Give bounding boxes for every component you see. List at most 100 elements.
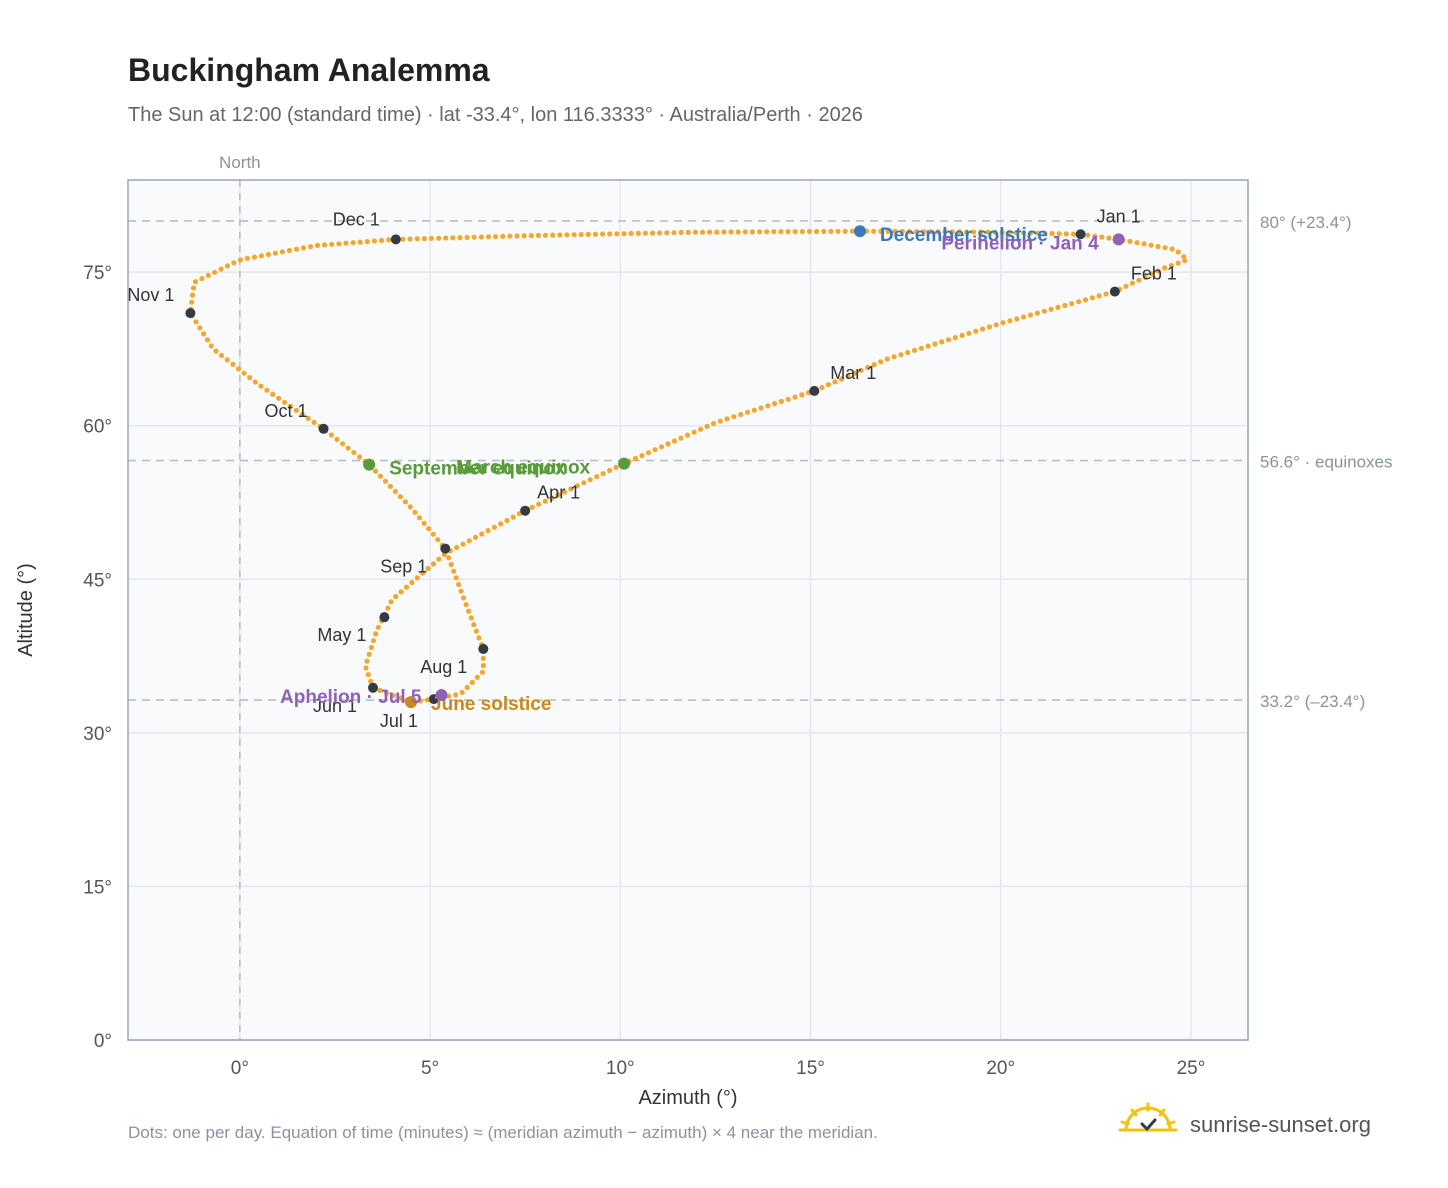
daily-sun-dot — [287, 403, 294, 409]
daily-sun-dot — [980, 326, 986, 332]
daily-sun-dot — [436, 556, 442, 562]
daily-sun-dot — [838, 376, 845, 382]
daily-sun-dot — [571, 232, 577, 238]
daily-sun-dot — [685, 229, 691, 235]
daily-sun-dot — [397, 695, 403, 701]
daily-sun-dot — [678, 229, 684, 236]
daily-sun-dot — [345, 445, 351, 451]
daily-sun-dot — [300, 245, 307, 251]
daily-sun-dot — [932, 341, 938, 347]
x-tick-label: 5° — [421, 1058, 439, 1079]
daily-sun-dot — [728, 229, 734, 235]
daily-sun-dot — [205, 272, 211, 278]
daily-sun-dot — [1062, 302, 1068, 309]
daily-sun-dot — [514, 233, 520, 239]
daily-sun-dot — [1082, 297, 1089, 303]
daily-sun-dot — [192, 279, 199, 285]
daily-sun-dot — [1049, 230, 1055, 237]
daily-sun-dot — [471, 234, 477, 240]
daily-sun-dot — [892, 228, 898, 234]
daily-sun-dot — [628, 230, 634, 237]
north-label: North — [219, 153, 261, 172]
daily-sun-dot — [293, 407, 299, 413]
daily-sun-dot — [479, 531, 485, 537]
daily-sun-dot — [1149, 271, 1155, 277]
month-marker-dot — [1109, 286, 1120, 297]
daily-sun-dot — [219, 352, 225, 359]
daily-sun-dot — [507, 233, 513, 239]
daily-sun-dot — [717, 418, 723, 424]
daily-sun-dot — [649, 230, 656, 236]
daily-sun-dot — [190, 292, 196, 298]
daily-sun-dot — [458, 588, 464, 594]
daily-sun-dot — [463, 602, 469, 608]
special-point-label: Aphelion · Jul 5 — [280, 687, 422, 708]
daily-sun-dot — [993, 322, 999, 328]
daily-sun-dot — [241, 370, 247, 376]
daily-sun-dot — [885, 228, 891, 234]
daily-sun-dot — [365, 672, 371, 678]
daily-sun-dot — [1155, 268, 1161, 274]
sun-logo-icon — [1118, 1102, 1178, 1132]
daily-sun-dot — [772, 401, 778, 407]
daily-sun-dot — [600, 471, 606, 477]
daily-sun-dot — [430, 531, 436, 537]
daily-sun-dot — [966, 330, 972, 336]
month-marker-dot — [478, 643, 489, 654]
daily-sun-dot — [707, 229, 713, 235]
daily-sun-dot — [372, 468, 379, 474]
daily-sun-dot — [443, 235, 449, 241]
daily-sun-dot — [711, 420, 717, 427]
daily-sun-dot — [457, 235, 463, 241]
reference-lines: 80° (+23.4°) 56.6° · equinoxes 33.2° (–23.… — [128, 213, 1393, 711]
daily-sun-dot — [426, 526, 432, 532]
daily-sun-dot — [664, 230, 670, 236]
daily-sun-dot — [428, 235, 434, 241]
daily-sun-dot — [425, 565, 431, 572]
daily-sun-dot — [684, 432, 691, 438]
brand-logo[interactable]: sunrise-sunset.org — [1118, 1102, 1388, 1146]
daily-sun-dot — [474, 674, 480, 680]
daily-sun-dot — [416, 515, 423, 521]
daily-sun-dot — [272, 250, 278, 256]
daily-sun-dot — [765, 403, 771, 409]
daily-sun-dot — [714, 229, 720, 235]
daily-sun-dot — [1007, 318, 1013, 324]
plot-area — [128, 180, 1248, 1040]
daily-sun-dot — [453, 575, 459, 581]
x-tick-label: 15° — [796, 1058, 825, 1079]
daily-sun-dot — [1021, 314, 1027, 320]
daily-sun-dot — [738, 411, 744, 418]
daily-sun-dot — [357, 239, 363, 245]
daily-sun-dot — [678, 435, 684, 441]
daily-sun-dot — [311, 419, 317, 425]
daily-sun-dot — [1129, 280, 1135, 286]
special-point-dot — [435, 688, 448, 701]
daily-sun-dot — [377, 473, 384, 479]
daily-sun-dot — [985, 229, 991, 235]
daily-sun-dot — [1181, 254, 1187, 260]
daily-sun-dot — [190, 285, 197, 291]
y-axis-label: Altitude (°) — [15, 563, 37, 657]
daily-sun-dot — [528, 233, 534, 239]
daily-sun-dot — [1069, 301, 1075, 307]
daily-sun-dot — [356, 454, 363, 460]
daily-sun-dot — [1063, 231, 1069, 237]
daily-sun-dot — [258, 383, 264, 389]
daily-sun-dot — [757, 229, 763, 235]
daily-sun-dot — [935, 229, 941, 235]
daily-sun-dot — [387, 483, 393, 489]
daily-sun-dot — [549, 495, 555, 501]
daily-sun-dot — [473, 628, 479, 634]
daily-sun-dot — [671, 230, 677, 236]
daily-sun-dot — [825, 382, 832, 388]
daily-sun-dot — [928, 229, 934, 235]
daily-sun-dot — [368, 644, 374, 651]
daily-sun-dot — [658, 444, 665, 450]
daily-sun-dot — [417, 698, 424, 704]
daily-sun-dot — [871, 362, 877, 368]
daily-sun-dot — [742, 229, 748, 235]
daily-sun-dot — [510, 514, 516, 520]
daily-sun-dot — [237, 257, 243, 263]
daily-sun-dot — [665, 441, 671, 447]
